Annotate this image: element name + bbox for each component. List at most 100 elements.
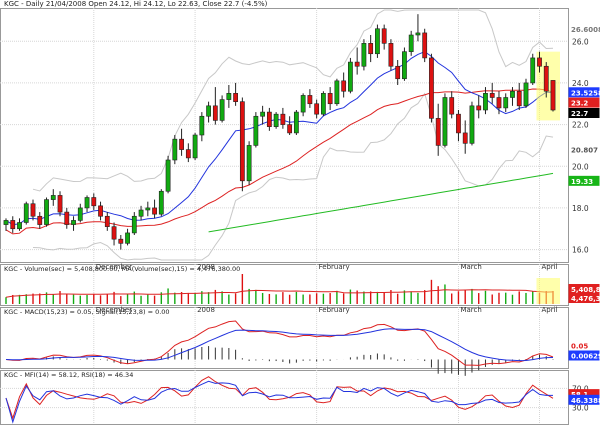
volume-highlight	[536, 278, 560, 304]
bollinger-lower-line	[32, 92, 554, 261]
candle-body	[293, 111, 299, 134]
candle-body	[17, 222, 22, 230]
volume-tag: 5,408,8	[571, 286, 600, 294]
volume-title: KGC - Volume(sec) = 5,408,800.00, MA(Vol…	[4, 265, 240, 273]
y-tick-label: 18.0	[572, 204, 589, 213]
rsi-line	[5, 380, 553, 424]
candle-body	[422, 32, 428, 59]
candle-body	[402, 51, 407, 80]
y-tick-label: 22.0	[572, 121, 589, 130]
signal-tag: 0.00629	[571, 353, 600, 361]
candle-body	[388, 43, 394, 67]
price-tag: 22.7	[571, 110, 588, 118]
volume-ma-tag: 4,476,3	[571, 295, 600, 303]
candle-body	[253, 115, 259, 146]
candle-body	[348, 61, 353, 92]
y-tick-label: 16.0	[572, 246, 589, 255]
ma50-line	[5, 88, 554, 235]
candle-body	[111, 226, 117, 240]
price-tag-bg	[568, 175, 600, 186]
x-axis-label: April	[541, 306, 557, 314]
candle-body	[530, 57, 536, 84]
candle-body	[10, 220, 16, 230]
candle-body	[516, 90, 522, 107]
candle-body	[408, 34, 414, 52]
volume-panel	[0, 264, 569, 306]
x-axis-label: February	[319, 306, 350, 314]
candle-body	[246, 145, 252, 182]
candle-body	[226, 93, 232, 100]
candle-body	[483, 93, 488, 111]
candle-body	[172, 138, 178, 161]
x-axis-label: March	[460, 263, 481, 271]
candle-body	[239, 101, 245, 182]
candle-body	[152, 207, 157, 215]
candle-body	[50, 195, 56, 200]
candle-body	[334, 80, 340, 105]
price-tag: 26.6008	[571, 26, 600, 34]
price-title: KGC - Daily 21/04/2008 Open 24.12, Hi 24…	[4, 0, 268, 8]
x-axis-label: February	[319, 263, 350, 271]
candle-body	[375, 28, 380, 55]
candle-body	[98, 205, 103, 217]
signal-tag-bg	[568, 350, 600, 361]
macd-tag: 0.05	[571, 343, 588, 351]
x-axis-label: 2008	[197, 306, 215, 314]
oscillator-tick-label: 70.0	[572, 384, 589, 393]
candle-body	[84, 197, 90, 209]
candle-body	[91, 197, 97, 207]
candle-body	[131, 215, 137, 234]
oscillator-tick-label: 30.0	[572, 404, 589, 413]
candle-body	[368, 43, 374, 55]
candle-body	[280, 113, 286, 125]
candle-body	[179, 138, 184, 150]
price-tag-bg	[568, 108, 600, 118]
mfi-rsi-panel	[0, 370, 569, 425]
candle-body	[543, 65, 549, 92]
price-tag-bg	[568, 97, 600, 108]
candle-body	[354, 61, 360, 67]
price-tag: 19.33	[571, 178, 593, 186]
price-tag: 23.5258	[571, 89, 600, 97]
candle-body	[321, 93, 326, 115]
y-tick-label: 26.0	[572, 37, 589, 46]
candle-body	[476, 105, 482, 111]
candle-body	[71, 220, 76, 225]
candle-body	[449, 97, 455, 115]
candle-body	[37, 215, 43, 225]
signal-line	[5, 328, 554, 362]
price-panel	[0, 8, 569, 263]
price-tag-bg	[569, 24, 599, 34]
candle-body	[158, 190, 164, 215]
candle-body	[199, 115, 205, 136]
rsi-tag: 46.3388	[571, 397, 600, 405]
x-axis-label: December	[96, 306, 132, 314]
price-tag: 23.2	[571, 100, 588, 108]
candle-body	[125, 232, 130, 244]
candle-body	[57, 195, 63, 213]
candle-body	[469, 105, 475, 144]
x-axis-label: December	[96, 263, 132, 271]
macd-line	[5, 320, 554, 366]
candle-body	[503, 97, 509, 109]
mfi-line	[5, 376, 554, 420]
candle-body	[185, 149, 191, 159]
price-tag-bg	[568, 87, 600, 98]
ma200-line	[208, 172, 554, 233]
candle-body	[260, 111, 266, 117]
candle-body	[23, 203, 29, 223]
candle-body	[266, 111, 272, 127]
candle-body	[314, 103, 320, 115]
candle-body	[537, 57, 542, 67]
x-axis-label: April	[541, 263, 557, 271]
candle-body	[206, 105, 211, 117]
y-tick-label: 20.0	[572, 162, 589, 171]
price-tag-bg	[569, 145, 599, 155]
candle-body	[510, 90, 515, 98]
x-axis-label: 2008	[197, 263, 215, 271]
macd-title: KGC - MACD(15,23) = 0.05, Signal(15,23,8…	[4, 308, 170, 316]
candle-body	[44, 199, 49, 225]
x-axis-label: March	[460, 306, 481, 314]
candle-body	[550, 80, 556, 111]
candle-body	[104, 215, 110, 227]
